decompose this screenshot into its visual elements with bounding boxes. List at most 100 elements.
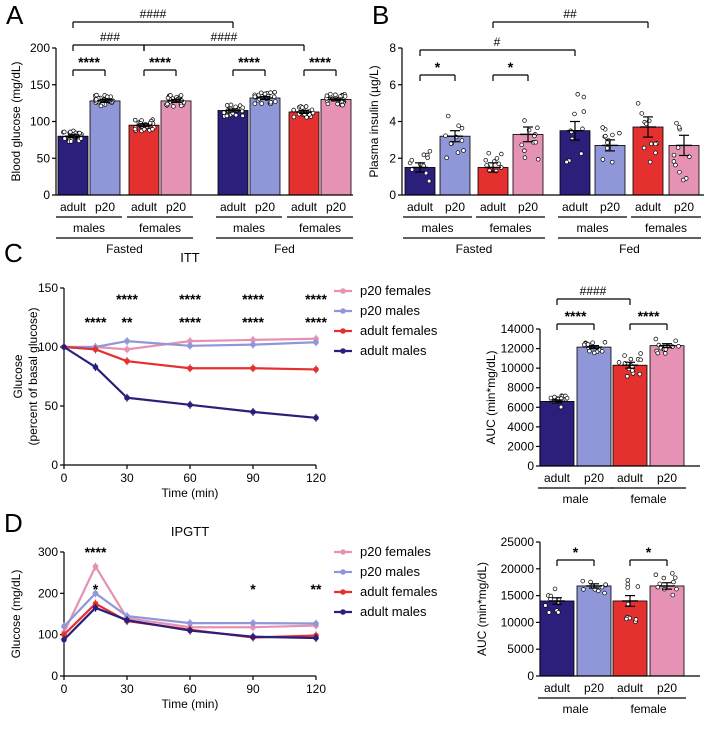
data-point	[342, 94, 348, 99]
legend-marker	[340, 328, 346, 334]
data-point	[676, 344, 681, 349]
data-point	[581, 94, 587, 100]
data-point	[494, 156, 500, 161]
data-point	[425, 155, 430, 161]
chart-title: IPGTT	[171, 524, 209, 539]
data-point	[141, 127, 147, 132]
data-point	[533, 140, 538, 145]
data-point	[543, 603, 548, 608]
category-label: adult	[407, 200, 434, 214]
bar	[128, 124, 160, 196]
y-tick-label: 100	[38, 340, 58, 354]
y-axis-label: AUC (min*mg/dL)	[484, 350, 498, 444]
hash-label: ####	[140, 7, 167, 21]
significance-stars: ****	[85, 544, 107, 560]
data-point	[224, 103, 230, 108]
category-label: p20	[657, 681, 677, 695]
significance-stars: ****	[638, 308, 660, 324]
state-label: Fasted	[106, 242, 143, 256]
data-point	[62, 136, 67, 141]
data-point	[423, 170, 429, 176]
data-point	[445, 113, 451, 119]
sex-group-label: females	[139, 221, 181, 235]
y-tick-label: 6000	[507, 400, 534, 414]
y-axis-label: Plasma insulin (µg/L)	[367, 65, 381, 177]
data-point	[291, 114, 297, 120]
series-line	[63, 564, 317, 634]
sex-group-label: females	[299, 221, 341, 235]
bar	[89, 100, 121, 196]
data-point	[250, 341, 256, 348]
significance-stars: *	[646, 544, 652, 560]
legend-label: p20 females	[360, 283, 431, 298]
data-point	[676, 125, 682, 130]
panel-letter-a: A	[6, 0, 24, 30]
data-point	[313, 620, 319, 627]
data-point	[272, 89, 277, 95]
data-point	[558, 404, 564, 410]
data-point	[340, 102, 345, 108]
data-point	[596, 588, 601, 594]
data-point	[313, 339, 319, 346]
data-point	[187, 343, 193, 349]
legend-label: adult males	[360, 343, 427, 358]
data-point	[552, 586, 558, 592]
legend-marker	[340, 308, 346, 314]
y-tick-label: 25000	[501, 535, 535, 549]
sex-group-label: female	[630, 702, 666, 716]
data-point	[625, 601, 631, 607]
category-label: p20	[255, 200, 275, 214]
data-point	[250, 624, 256, 631]
significance-stars: ****	[309, 54, 331, 70]
data-point	[581, 587, 586, 592]
x-tick-label: 0	[61, 682, 68, 696]
data-point	[68, 129, 73, 135]
x-tick-label: 30	[120, 682, 134, 696]
data-point	[309, 107, 315, 113]
bar	[217, 110, 249, 196]
significance-stars: ****	[179, 314, 201, 330]
y-tick-label: 2	[389, 151, 396, 165]
data-point	[324, 93, 330, 98]
y-tick-label: 4	[389, 115, 396, 129]
data-point	[132, 126, 138, 132]
category-label: adult	[544, 681, 571, 695]
state-label: Fed	[274, 242, 295, 256]
category-label: p20	[95, 200, 115, 214]
significance-stars: ****	[305, 314, 327, 330]
data-point	[581, 109, 587, 114]
data-point	[165, 95, 171, 101]
y-tick-label: 8	[389, 41, 396, 55]
legend-marker	[340, 288, 346, 294]
data-point	[548, 395, 554, 401]
significance-stars: *	[508, 59, 514, 75]
data-point	[635, 584, 641, 589]
significance-stars: ****	[116, 291, 138, 307]
data-point	[124, 346, 130, 353]
data-point	[68, 139, 74, 144]
data-point	[92, 605, 99, 611]
y-tick-label: 150	[30, 78, 50, 92]
significance-stars: ****	[242, 291, 264, 307]
y-axis-label: AUC (min*mg/dL)	[475, 562, 489, 656]
data-point	[602, 339, 608, 345]
category-label: adult	[480, 200, 507, 214]
data-point	[147, 120, 153, 126]
sex-group-label: male	[562, 702, 588, 716]
data-point	[674, 586, 679, 592]
legend-marker	[340, 348, 346, 354]
legend-label: p20 males	[360, 564, 420, 579]
legend-marker	[340, 609, 346, 615]
sex-group-label: males	[421, 221, 453, 235]
data-point	[579, 151, 584, 156]
data-point	[259, 101, 264, 106]
data-point	[333, 92, 338, 98]
data-point	[187, 338, 193, 344]
bar	[288, 111, 320, 196]
data-point	[187, 627, 193, 634]
data-point	[522, 155, 528, 160]
x-tick-label: 30	[120, 471, 134, 485]
category-label: p20	[657, 471, 677, 485]
panel-d-ipgtt-line-chart: 0 100 200 300 0 30 60 90 120 Time (min) IPGTT Gluco…	[9, 524, 438, 711]
